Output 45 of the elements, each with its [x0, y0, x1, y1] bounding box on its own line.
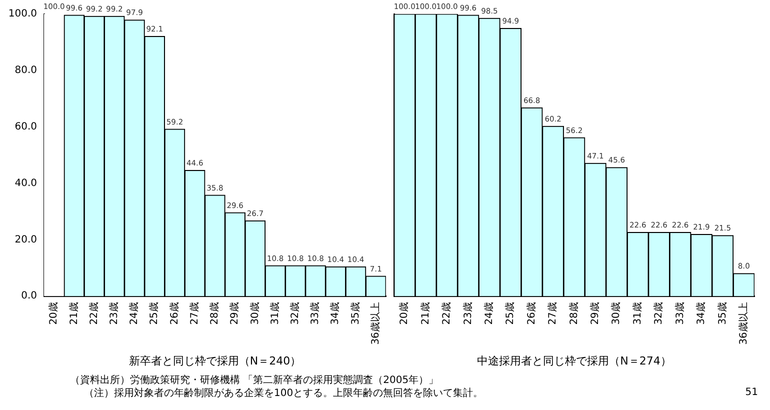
x-tick-label: 31歳	[631, 302, 644, 325]
x-tick-label: 30歳	[248, 302, 261, 325]
x-tick-label: 25歳	[148, 302, 160, 325]
x-tick-label: 20歳	[398, 302, 410, 325]
x-tick-label: 24歳	[483, 302, 496, 325]
x-tick-label: 26歳	[168, 302, 180, 325]
x-tick-label: 36歳以上	[369, 302, 382, 345]
x-tick-label: 28歳	[568, 302, 580, 325]
y-tick-label: 80.0	[14, 65, 37, 76]
y-tick-label: 0.0	[21, 290, 37, 302]
x-tick-label: 36歳以上	[737, 302, 750, 345]
x-tick-label: 29歳	[589, 302, 602, 325]
x-tick-label: 34歳	[329, 302, 342, 325]
x-tick-label: 29歳	[228, 302, 241, 325]
x-tick-label: 22歳	[440, 302, 453, 325]
x-tick-label: 30歳	[610, 302, 622, 325]
x-axis-title: 中途採用者と同じ枠で採用（N＝274）	[477, 354, 672, 368]
x-tick-label: 25歳	[504, 302, 516, 325]
x-tick-label: 23歳	[462, 302, 474, 325]
y-tick-label: 40.0	[14, 178, 37, 189]
text: （資料出所）労働政策研究・研修機構 「第二新卒者の採用実態調査（2005年）」	[70, 374, 440, 387]
y-tick-label: 100.0	[8, 8, 37, 20]
x-tick-label: 24歳	[128, 302, 140, 325]
y-tick-label: 20.0	[14, 234, 37, 246]
x-axis-title: 新卒者と同じ枠で採用（N＝240）	[128, 354, 302, 368]
x-tick-label: 35歳	[349, 302, 362, 325]
x-tick-label: 21歳	[68, 302, 80, 325]
x-tick-label: 28歳	[208, 302, 221, 325]
x-tick-label: 34歳	[695, 302, 708, 325]
x-tick-label: 35歳	[716, 302, 728, 325]
y-tick-label: 60.0	[14, 121, 37, 132]
x-tick-label: 31歳	[268, 302, 281, 325]
x-tick-label: 21歳	[419, 302, 432, 325]
x-tick-label: 33歳	[309, 302, 322, 325]
text: （注）採用対象者の年齢制限がある企業を100とする。上限年齢の無回答を除いて集計。	[83, 387, 484, 400]
x-tick-label: 32歳	[289, 302, 302, 325]
x-tick-label: 22歳	[88, 302, 100, 325]
x-tick-label: 23歳	[108, 302, 120, 325]
x-tick-label: 20歳	[48, 302, 60, 325]
x-tick-label: 26歳	[525, 302, 538, 325]
x-tick-label: 27歳	[546, 302, 559, 325]
x-tick-label: 32歳	[652, 302, 665, 325]
x-tick-label: 33歳	[674, 302, 686, 325]
text: 51	[745, 387, 758, 398]
x-tick-label: 27歳	[188, 302, 200, 325]
